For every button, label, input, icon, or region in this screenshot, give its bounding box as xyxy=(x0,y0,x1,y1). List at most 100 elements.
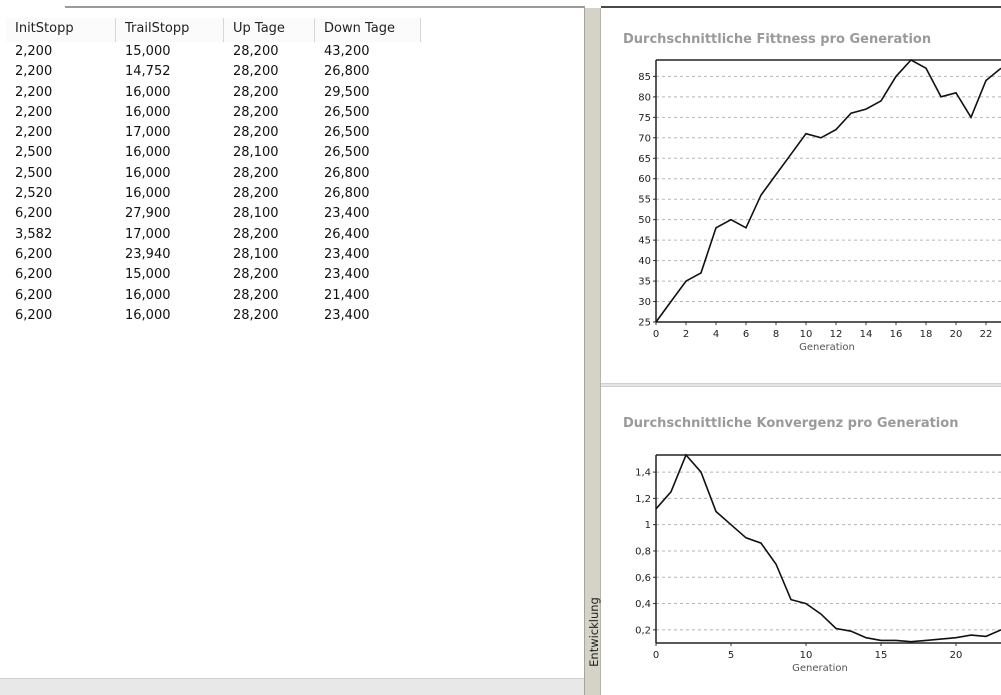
y-tick-label: 70 xyxy=(638,133,651,144)
chart-pane: Durchschnittliche Fittness pro Generatio… xyxy=(601,8,1001,695)
top-divider-left xyxy=(65,6,585,8)
table-cell: 2,200 xyxy=(15,125,53,141)
x-tick-label: 4 xyxy=(713,329,719,340)
x-tick-label: 16 xyxy=(890,329,903,340)
table-cell: 43,200 xyxy=(324,44,370,59)
table-row[interactable]: 2,200 17,000 28,200 26,500 xyxy=(6,123,578,143)
table-cell: 26,800 xyxy=(324,64,370,80)
results-table-pane: InitStopp TrailStopp Up Tage Down Tage 2… xyxy=(0,8,585,678)
table-cell: 2,500 xyxy=(15,145,53,161)
fitness-chart: Durchschnittliche Fittness pro Generatio… xyxy=(623,32,1001,353)
table-row[interactable]: 2,200 15,000 28,200 43,200 xyxy=(6,42,578,62)
x-tick-label: 20 xyxy=(950,650,963,661)
x-tick-label: 5 xyxy=(728,650,734,661)
table-cell: 14,752 xyxy=(125,64,171,80)
chart-title: Durchschnittliche Fittness pro Generatio… xyxy=(623,32,931,47)
x-tick-label: 10 xyxy=(800,329,813,340)
table-cell: 26,500 xyxy=(324,104,370,120)
table-cell: 2,200 xyxy=(15,104,53,120)
table-cell: 26,800 xyxy=(324,186,370,202)
y-tick-label: 0,8 xyxy=(635,546,651,557)
table-body: 2,200 15,000 28,200 43,200 2,200 14,752 28,200… xyxy=(6,42,578,326)
table-cell: 28,200 xyxy=(233,226,279,242)
table-cell: 28,200 xyxy=(233,84,279,100)
chart-title: Durchschnittliche Konvergenz pro Generat… xyxy=(623,416,958,431)
y-tick-label: 30 xyxy=(638,297,651,308)
table-row[interactable]: 6,200 16,000 28,200 23,400 xyxy=(6,306,578,326)
table-cell: 28,200 xyxy=(233,44,279,59)
table-cell: 2,520 xyxy=(15,186,53,202)
x-tick-label: 8 xyxy=(773,329,779,340)
x-tick-label: 6 xyxy=(743,329,749,340)
table-cell: 2,200 xyxy=(15,44,53,59)
y-tick-label: 1,2 xyxy=(635,494,651,505)
table-cell: 3,582 xyxy=(15,226,53,242)
column-header-up-tage[interactable]: Up Tage xyxy=(224,18,315,42)
table-cell: 28,200 xyxy=(233,104,279,120)
table-cell: 16,000 xyxy=(125,307,171,323)
y-tick-label: 0,6 xyxy=(635,573,651,584)
table-row[interactable]: 6,200 27,900 28,100 23,400 xyxy=(6,204,578,224)
x-tick-label: 15 xyxy=(875,650,888,661)
column-header-trailstopp[interactable]: TrailStopp xyxy=(116,18,224,42)
table-cell: 28,100 xyxy=(233,206,279,222)
table-cell: 29,500 xyxy=(324,84,370,100)
table-row[interactable]: 2,200 14,752 28,200 26,800 xyxy=(6,62,578,82)
table-cell: 28,100 xyxy=(233,246,279,262)
pane-splitter[interactable] xyxy=(584,8,601,695)
y-tick-label: 0,4 xyxy=(635,599,651,610)
table-row[interactable]: 2,200 16,000 28,200 29,500 xyxy=(6,83,578,103)
y-tick-label: 50 xyxy=(638,215,651,226)
x-axis-label: Generation xyxy=(792,663,848,674)
table-cell: 2,200 xyxy=(15,64,53,80)
table-row[interactable]: 2,500 16,000 28,100 26,500 xyxy=(6,143,578,163)
x-tick-label: 18 xyxy=(920,329,933,340)
horizontal-scrollbar[interactable] xyxy=(0,678,584,695)
table-row[interactable]: 3,582 17,000 28,200 26,400 xyxy=(6,225,578,245)
x-tick-label: 12 xyxy=(830,329,843,340)
table-cell: 23,940 xyxy=(125,246,171,262)
table-row[interactable]: 6,200 15,000 28,200 23,400 xyxy=(6,265,578,285)
table-cell: 26,500 xyxy=(324,125,370,141)
series-line xyxy=(655,58,1001,323)
y-tick-label: 75 xyxy=(638,113,651,124)
table-cell: 26,400 xyxy=(324,226,370,242)
y-tick-label: 35 xyxy=(638,277,651,288)
y-tick-label: 1,4 xyxy=(635,468,651,479)
table-cell: 16,000 xyxy=(125,287,171,303)
table-cell: 23,400 xyxy=(324,246,370,262)
y-tick-label: 85 xyxy=(638,72,651,83)
x-tick-label: 14 xyxy=(860,329,873,340)
x-tick-label: 10 xyxy=(800,650,813,661)
table-row[interactable]: 6,200 23,940 28,100 23,400 xyxy=(6,245,578,265)
entwicklung-tab[interactable]: Entwicklung xyxy=(584,580,601,695)
y-tick-label: 40 xyxy=(638,256,651,267)
x-tick-label: 20 xyxy=(950,329,963,340)
y-tick-label: 45 xyxy=(638,236,651,247)
table-cell: 15,000 xyxy=(125,267,171,283)
convergence-chart: Durchschnittliche Konvergenz pro Generat… xyxy=(623,416,1001,674)
table-cell: 27,900 xyxy=(125,206,171,222)
y-tick-label: 1 xyxy=(645,520,651,531)
table-cell: 2,500 xyxy=(15,165,53,181)
table-header: InitStopp TrailStopp Up Tage Down Tage xyxy=(6,18,421,42)
table-cell: 17,000 xyxy=(125,226,171,242)
table-cell: 16,000 xyxy=(125,186,171,202)
table-cell: 16,000 xyxy=(125,145,171,161)
table-cell: 6,200 xyxy=(15,267,53,283)
table-row[interactable]: 2,500 16,000 28,200 26,800 xyxy=(6,164,578,184)
column-header-initstopp[interactable]: InitStopp xyxy=(6,18,116,42)
table-cell: 17,000 xyxy=(125,125,171,141)
entwicklung-tab-label: Entwicklung xyxy=(587,597,601,667)
table-cell: 6,200 xyxy=(15,206,53,222)
table-row[interactable]: 2,520 16,000 28,200 26,800 xyxy=(6,184,578,204)
table-cell: 16,000 xyxy=(125,104,171,120)
column-header-down-tage[interactable]: Down Tage xyxy=(315,18,421,42)
table-cell: 28,200 xyxy=(233,186,279,202)
table-cell: 28,200 xyxy=(233,287,279,303)
table-cell: 26,500 xyxy=(324,145,370,161)
top-bar xyxy=(0,0,1001,8)
table-row[interactable]: 2,200 16,000 28,200 26,500 xyxy=(6,103,578,123)
table-row[interactable]: 6,200 16,000 28,200 21,400 xyxy=(6,286,578,306)
table-cell: 15,000 xyxy=(125,44,171,59)
